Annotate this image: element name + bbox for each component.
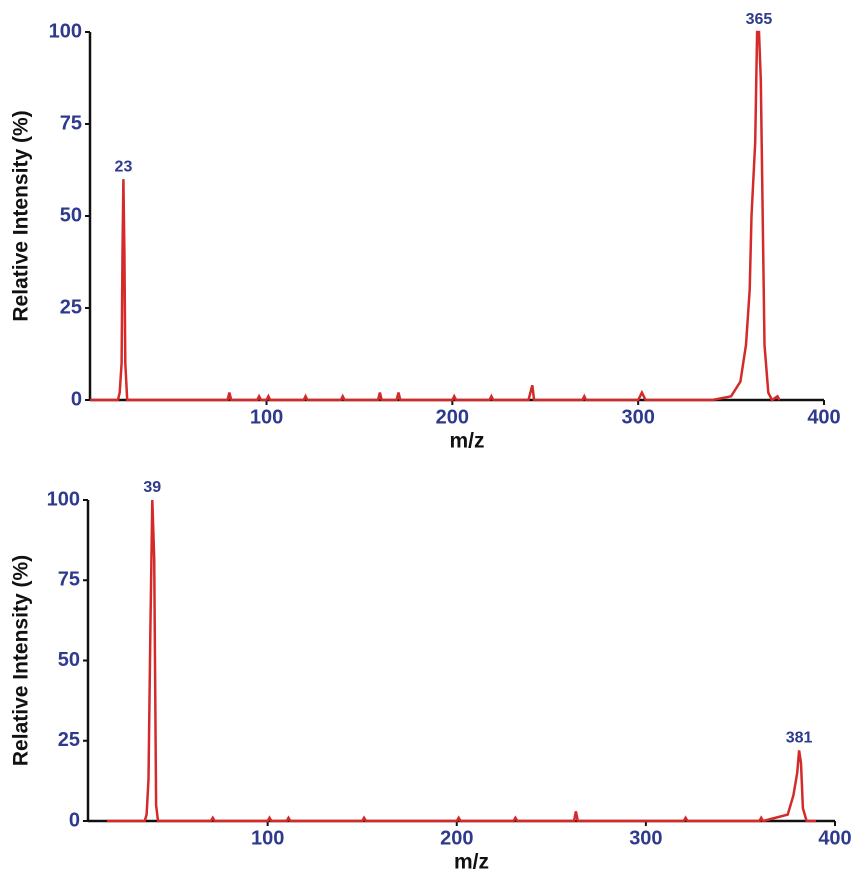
- x-tick-label: 100: [251, 827, 284, 849]
- y-tick-label: 0: [69, 809, 80, 831]
- x-tick-label: 100: [250, 406, 283, 428]
- spectrum: [106, 499, 817, 823]
- spectrum: [90, 30, 781, 402]
- peak-label: 365: [746, 11, 773, 28]
- x-tick-label: 200: [440, 827, 473, 849]
- y-tick-label: 75: [58, 569, 80, 591]
- x-tick-label: 300: [621, 406, 654, 428]
- x-tick-label: 400: [818, 827, 851, 849]
- y-tick-label: 25: [60, 296, 82, 318]
- x-tick-label: 300: [629, 827, 662, 849]
- x-tick-label: 200: [436, 406, 469, 428]
- y-tick-label: 50: [58, 649, 80, 671]
- x-tick-label: 400: [807, 406, 840, 428]
- y-axis-title: Relative Intensity (%): [10, 555, 33, 766]
- y-tick-label: 100: [49, 20, 82, 42]
- y-tick-label: 0: [71, 388, 82, 410]
- peak-label: 23: [115, 158, 133, 175]
- peak-label: 381: [786, 730, 813, 747]
- x-axis-title: m/z: [454, 851, 489, 874]
- y-axis-title: Relative Intensity (%): [10, 110, 33, 321]
- y-tick-label: 50: [60, 204, 82, 226]
- peak-label: 39: [143, 479, 161, 496]
- x-axis-title: m/z: [449, 430, 484, 453]
- y-tick-label: 25: [58, 729, 80, 751]
- y-tick-label: 75: [60, 112, 82, 134]
- y-tick-label: 100: [47, 488, 80, 510]
